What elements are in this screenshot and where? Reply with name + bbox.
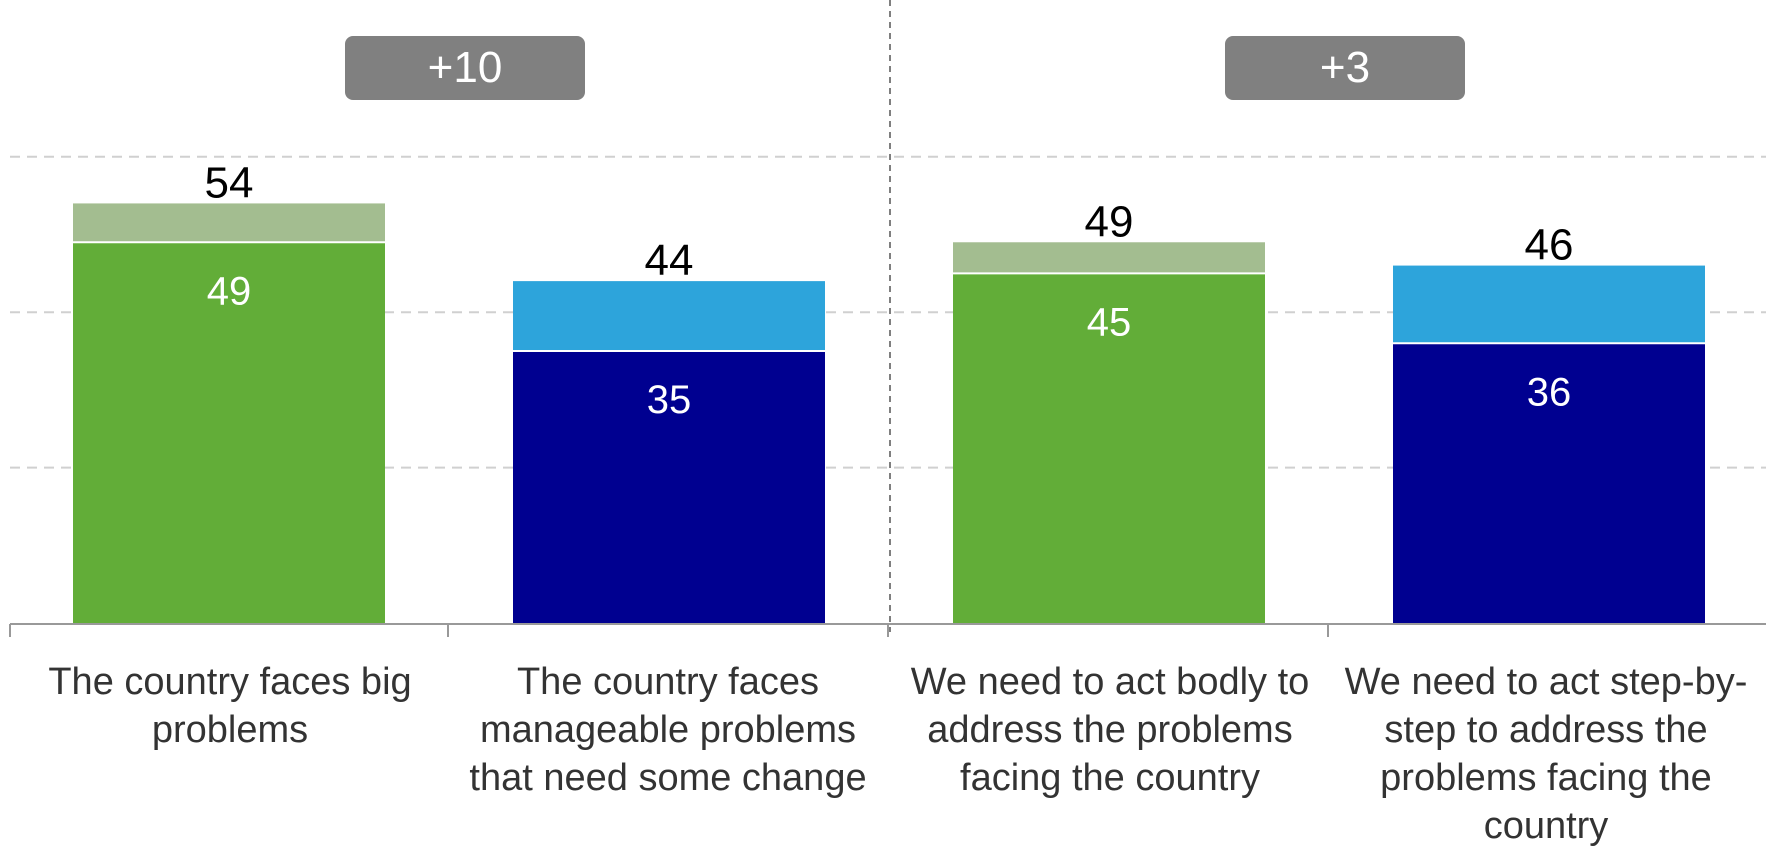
total-value-label: 54: [205, 158, 254, 207]
bar-top-segment: [953, 242, 1265, 274]
category-label: We need to act step-by-step to address t…: [1344, 661, 1748, 847]
bar-top-segment: [513, 281, 825, 352]
bar-top-segment: [73, 203, 385, 243]
bar-base-segment: [73, 242, 385, 623]
bar-base-segment: [953, 273, 1265, 623]
base-value-label: 35: [647, 378, 692, 422]
bar-base-segment: [1393, 343, 1705, 623]
category-label: The country faces manageable problems th…: [469, 661, 867, 799]
difference-badge-left: +10: [345, 36, 585, 100]
x-axis: [9, 623, 1766, 637]
bars: 54 49 44 35 49 45 46 36: [73, 158, 1705, 623]
difference-badge-right: +3: [1225, 36, 1465, 100]
category-label: We need to act bodly to address the prob…: [910, 661, 1310, 799]
bar-top-segment: [1393, 265, 1705, 344]
base-value-label: 36: [1527, 370, 1572, 414]
category-label: The country faces big problems: [48, 661, 412, 751]
bar-base-segment: [513, 351, 825, 623]
total-value-label: 49: [1085, 197, 1134, 246]
base-value-label: 49: [207, 269, 252, 313]
total-value-label: 44: [645, 236, 694, 285]
base-value-label: 45: [1087, 300, 1132, 344]
total-value-label: 46: [1525, 221, 1574, 270]
